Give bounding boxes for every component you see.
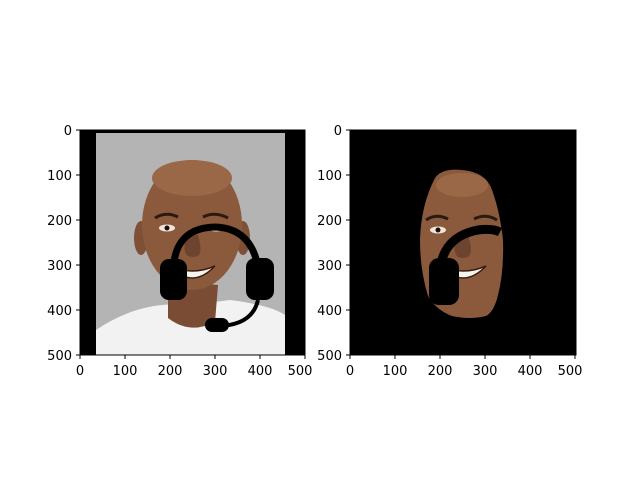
left-axes-frame	[79, 129, 306, 356]
left-x-tick-label: 100	[113, 364, 138, 379]
right-x-tick-label: 100	[383, 364, 408, 379]
right-x-tick-label: 500	[558, 364, 583, 379]
right-x-axis	[349, 355, 576, 359]
masked-right-eyebrow	[473, 214, 498, 222]
right-x-tick-label: 400	[518, 364, 543, 379]
head-highlight	[152, 160, 232, 196]
right-x-tick-label: 200	[428, 364, 453, 379]
headset-overlay	[160, 223, 274, 332]
left-y-tick-label: 100	[47, 169, 72, 184]
right-y-tick-label: 500	[317, 349, 342, 364]
masked-left-pupil	[435, 227, 441, 233]
headset-left-earpiece	[160, 259, 187, 300]
left-y-tick-label: 500	[47, 349, 72, 364]
headset-mic	[205, 318, 229, 332]
left-x-tick-label: 0	[76, 364, 84, 379]
mask-earpiece-cutout	[429, 258, 459, 305]
left-x-axis	[79, 355, 306, 359]
left-y-axis	[76, 129, 80, 356]
right-axes-frame	[349, 129, 577, 356]
masked-head-highlight	[436, 173, 488, 197]
left-y-tick-label: 200	[47, 214, 72, 229]
left-x-tick-label: 500	[288, 364, 313, 379]
right-eyebrow	[202, 212, 229, 220]
masked-left-eyebrow	[425, 214, 449, 222]
shirt	[96, 300, 285, 355]
right-y-tick-label: 0	[334, 124, 342, 139]
right-x-tick-label: 0	[346, 364, 354, 379]
right-y-axis	[346, 129, 350, 356]
nose	[184, 235, 201, 257]
left-panel: 0 100 200 300 400 500 0 100 200 300 400 …	[47, 124, 312, 379]
left-x-tick-label: 300	[203, 364, 228, 379]
left-y-tick-label: 300	[47, 259, 72, 274]
headset-band	[169, 223, 264, 286]
right-y-tick-label: 200	[317, 214, 342, 229]
right-panel: 0 100 200 300 400 500 0 100 200 300 400 …	[317, 124, 582, 379]
right-y-tick-label: 400	[317, 304, 342, 319]
mask-cutout	[429, 224, 503, 305]
left-y-tick-label: 400	[47, 304, 72, 319]
left-pupil	[164, 225, 170, 231]
left-eyebrow	[154, 212, 179, 220]
face	[142, 160, 242, 290]
headset-right-earpiece	[246, 258, 274, 300]
right-x-tick-label: 300	[473, 364, 498, 379]
left-x-tick-label: 400	[248, 364, 273, 379]
left-y-tick-label: 0	[64, 124, 72, 139]
left-x-tick-label: 200	[158, 364, 183, 379]
right-y-tick-label: 300	[317, 259, 342, 274]
right-y-tick-label: 100	[317, 169, 342, 184]
